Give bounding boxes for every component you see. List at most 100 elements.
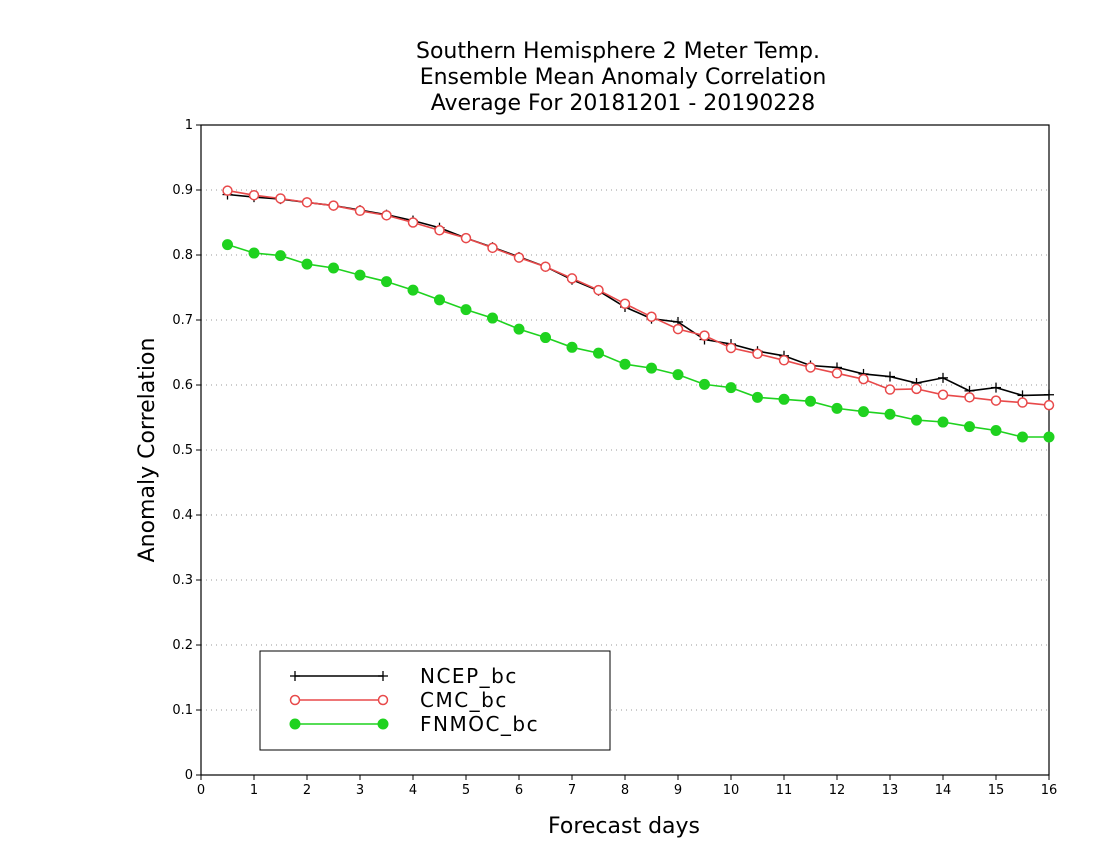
series-line-fnmoc-bc [227,243,1049,438]
data-point-cmc-bc [275,193,286,204]
legend-label: NCEP_bc [420,664,518,688]
data-point-fnmoc-bc [937,416,949,428]
x-tick-label: 6 [515,783,523,798]
data-point-fnmoc-bc [513,323,525,335]
data-point-fnmoc-bc [858,406,869,418]
data-point-fnmoc-bc [964,421,975,433]
data-point-cmc-bc [699,330,710,341]
data-point-cmc-bc [831,368,843,379]
legend-marker [378,671,388,681]
legend-marker [377,694,389,706]
data-point-ncep-bc [1044,389,1054,400]
data-point-cmc-bc [566,273,578,284]
data-point-cmc-bc [937,389,949,400]
data-point-cmc-bc [1043,399,1055,411]
data-point-cmc-bc [884,384,896,395]
data-point-cmc-bc [858,373,869,385]
y-tick-label: 0.7 [172,313,193,328]
y-tick-label: 0.8 [172,248,193,263]
series-lines [222,185,1055,443]
y-tick-label: 0 [185,768,193,783]
x-axis-ticks: 0 1 2 3 4 5 6 7 8 9 10 11 12 13 14 15 16 [197,775,1057,798]
data-point-fnmoc-bc [778,393,790,405]
x-tick-label: 12 [829,783,846,798]
x-tick-label: 14 [935,783,952,798]
x-tick-label: 5 [462,783,470,798]
data-point-fnmoc-bc [646,362,657,374]
x-tick-label: 1 [250,783,258,798]
x-tick-label: 10 [723,783,740,798]
data-point-cmc-bc [672,323,684,335]
data-point-cmc-bc [964,392,975,403]
title-line-3: Average For 20181201 - 20190228 [431,91,816,116]
chart-title: Southern Hemisphere 2 Meter Temp. Ensemb… [416,39,826,116]
data-point-cmc-bc [381,210,392,221]
y-tick-label: 0.1 [172,703,193,718]
data-point-fnmoc-bc [328,262,339,274]
title-line-2: Ensemble Mean Anomaly Correlation [420,65,827,90]
data-point-ncep-bc [885,371,895,382]
y-tick-label: 0.2 [172,638,193,653]
x-tick-label: 13 [882,783,899,798]
data-point-fnmoc-bc [725,382,737,394]
x-tick-label: 4 [409,783,417,798]
data-point-cmc-bc [513,252,525,263]
data-point-fnmoc-bc [1043,431,1055,443]
data-point-fnmoc-bc [884,408,896,420]
x-tick-label: 3 [356,783,364,798]
data-point-cmc-bc [725,342,737,354]
data-point-fnmoc-bc [434,294,445,306]
series-fnmoc-bc [222,239,1055,443]
data-point-cmc-bc [593,284,604,296]
x-tick-label: 15 [988,783,1005,798]
data-point-fnmoc-bc [699,378,710,390]
x-tick-label: 9 [674,783,682,798]
data-point-fnmoc-bc [301,258,313,270]
data-point-cmc-bc [301,197,313,208]
y-tick-label: 0.3 [172,573,193,588]
data-point-cmc-bc [1017,397,1028,408]
data-point-cmc-bc [540,261,551,272]
data-point-fnmoc-bc [990,425,1002,436]
data-point-cmc-bc [619,298,631,309]
y-tick-label: 0.9 [172,183,193,198]
data-point-fnmoc-bc [487,312,498,324]
legend-item-cmc-bc: CMC_bc [289,688,508,712]
title-line-1: Southern Hemisphere 2 Meter Temp. [416,39,820,64]
data-point-fnmoc-bc [354,269,366,281]
series-ncep-bc [222,189,1054,401]
legend-marker [377,718,389,730]
data-point-cmc-bc [407,217,419,228]
x-tick-label: 7 [568,783,576,798]
legend-item-fnmoc-bc: FNMOC_bc [289,712,539,736]
y-tick-label: 0.4 [172,508,193,523]
data-point-fnmoc-bc [831,402,843,414]
legend-label: FNMOC_bc [420,712,539,736]
data-point-cmc-bc [248,189,260,201]
data-point-fnmoc-bc [248,247,260,259]
data-point-fnmoc-bc [540,332,551,344]
data-point-fnmoc-bc [407,284,419,296]
legend-label: CMC_bc [420,688,508,712]
series-line-cmc-bc [227,189,1050,406]
data-point-fnmoc-bc [381,276,392,288]
data-point-cmc-bc [805,362,816,373]
data-point-cmc-bc [434,225,445,236]
y-tick-label: 0.5 [172,443,193,458]
x-axis-label: Forecast days [548,814,700,839]
legend-marker [290,671,300,681]
data-point-ncep-bc [991,382,1001,393]
x-tick-label: 0 [197,783,205,798]
data-point-cmc-bc [752,348,763,360]
series-line-ncep-bc [227,193,1050,397]
legend-item-ncep-bc: NCEP_bc [290,664,518,688]
data-point-fnmoc-bc [672,369,684,381]
data-point-fnmoc-bc [752,391,763,403]
data-point-fnmoc-bc [460,304,472,316]
x-tick-label: 8 [621,783,629,798]
y-tick-label: 1 [185,118,193,133]
data-point-cmc-bc [778,355,790,366]
data-point-fnmoc-bc [566,341,578,353]
